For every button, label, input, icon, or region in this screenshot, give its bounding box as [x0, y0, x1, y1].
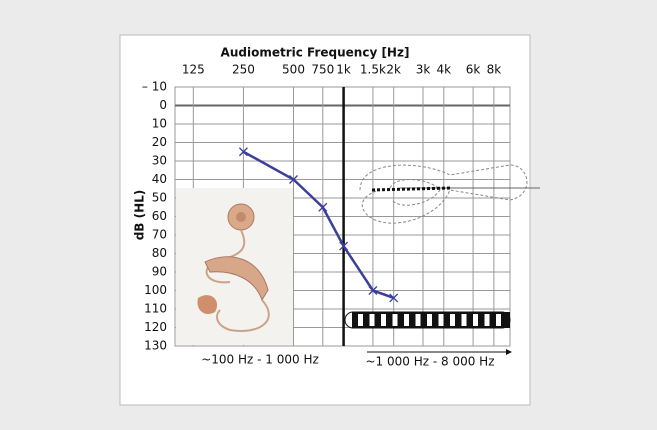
y-tick-label: 120 — [144, 320, 167, 334]
y-tick-label: 40 — [152, 172, 167, 186]
x-tick-label: 1.5k — [360, 63, 386, 77]
data-line — [242, 150, 395, 300]
y-tick-label: 10 — [152, 117, 167, 131]
electrode-array — [344, 311, 511, 329]
stripe — [392, 314, 398, 326]
stripe — [438, 314, 444, 326]
x-tick-label: 3k — [416, 63, 431, 77]
x-tick-label: 4k — [436, 63, 451, 77]
stripe — [450, 314, 455, 326]
y-axis-label: dB (HL) — [133, 190, 147, 241]
stripe — [404, 314, 409, 326]
stripe — [473, 314, 478, 326]
x-tick-label: 250 — [232, 63, 255, 77]
y-tick-label: 20 — [152, 135, 167, 149]
stripe — [415, 314, 421, 326]
stripe — [427, 314, 432, 326]
x-tick-label: 6k — [466, 63, 481, 77]
data-point — [389, 293, 399, 303]
y-tick-label: 110 — [144, 302, 167, 316]
y-tick-label: 30 — [152, 154, 167, 168]
y-tick-label: 130 — [144, 339, 167, 353]
x-tick-label: 8k — [487, 63, 502, 77]
y-tick-label: 100 — [144, 283, 167, 297]
y-tick-label: – 10 — [142, 80, 167, 94]
hearing-aid-photo — [176, 188, 293, 345]
cochlea-drawing — [359, 164, 540, 224]
y-tick-label: 70 — [152, 228, 167, 242]
stripe — [369, 314, 375, 326]
data-point — [339, 241, 349, 251]
stripe — [381, 314, 386, 326]
stripe — [461, 314, 467, 326]
data-point — [238, 147, 248, 157]
data-point — [289, 175, 298, 184]
range-arrow-head — [506, 349, 512, 355]
x-tick-label: 1k — [336, 63, 351, 77]
y-tick-label: 60 — [152, 209, 167, 223]
stripe — [484, 314, 490, 326]
x-tick-label: 500 — [282, 63, 305, 77]
x-tick-label: 2k — [386, 63, 401, 77]
x-tick-label: 750 — [311, 63, 334, 77]
stripe — [496, 314, 501, 326]
data-point — [318, 202, 328, 212]
y-tick-label: 0 — [159, 98, 167, 112]
annotation: ~1 000 Hz - 8 000 Hz — [366, 355, 495, 369]
chart-title: Audiometric Frequency [Hz] — [221, 46, 410, 60]
data-point — [368, 286, 378, 295]
y-tick-label: 90 — [152, 265, 167, 279]
x-tick-label: 125 — [182, 63, 205, 77]
annotation: ~100 Hz - 1 000 Hz — [201, 353, 319, 367]
y-tick-label: 80 — [152, 246, 167, 260]
stripe — [358, 314, 363, 326]
y-tick-label: 50 — [152, 191, 167, 205]
